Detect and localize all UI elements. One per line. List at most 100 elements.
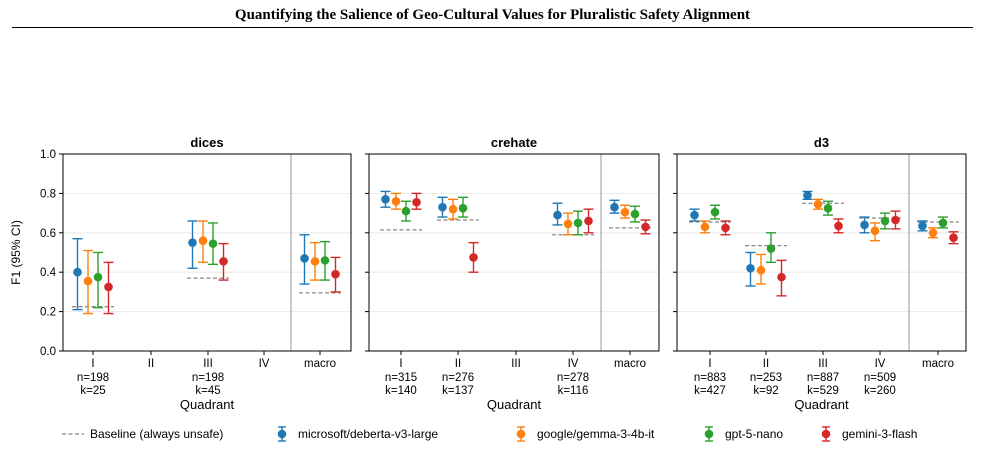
data-point [563,219,573,229]
k-label: k=116 [558,385,589,397]
y-tick-label: 0.0 [40,346,56,358]
figure-caption-strip [0,455,985,469]
data-point [938,218,948,228]
x-tick-label: II [763,358,769,370]
x-tick-label: III [818,358,828,370]
x-tick-label: macro [304,358,336,370]
panel-title: dices [190,135,223,150]
chart-panels: F1 (95% CI) dices 0.0 0.2 0.4 0.6 0.8 1.0 In=198… [9,135,967,412]
n-label: n=276 [442,372,474,384]
data-point [928,228,938,238]
data-point [918,221,927,231]
n-label: n=253 [750,372,782,384]
data-point [331,269,340,279]
data-point [300,254,309,263]
n-label: n=198 [77,372,109,384]
data-point [823,203,833,213]
panel-title: d3 [814,135,829,150]
data-point [93,272,103,282]
data-point [803,191,812,200]
x-tick-label: IV [875,358,886,370]
legend-series-label: google/gemma-3-4b-it [537,427,655,441]
n-label: n=509 [864,372,896,384]
data-point [746,263,755,273]
data-point [391,196,401,206]
data-point [412,197,421,207]
data-point [949,233,958,243]
y-tick-label: 0.8 [40,188,56,200]
n-label: n=887 [807,372,839,384]
legend-point-swatch [821,429,831,439]
paper-header: Quantifying the Salience of Geo-Cultural… [0,0,985,34]
data-point [198,236,208,245]
data-point [401,206,411,216]
legend-point-swatch [516,429,526,439]
data-point [721,223,730,233]
data-point [880,216,890,226]
data-point [320,256,330,265]
data-point [891,215,900,225]
x-tick-label: macro [922,358,954,370]
data-point [834,221,843,231]
y-tick-label: 0.6 [40,228,56,240]
data-point [777,272,786,282]
x-tick-label: II [148,358,154,370]
k-label: k=137 [442,385,474,397]
data-point [104,282,113,292]
data-point [690,210,699,220]
legend-point-swatch [704,429,714,439]
data-point [381,195,390,204]
data-point [219,257,228,266]
plot-frame [368,153,660,352]
x-tick-label: I [399,358,402,370]
k-label: k=92 [753,385,778,397]
legend-series-label: gemini-3-flash [842,427,917,441]
n-label: n=315 [385,372,417,384]
x-tick-label: II [455,358,461,370]
chart-legend: Baseline (always unsafe) microsoft/debert… [62,426,917,442]
x-axis-label: Quadrant [794,397,849,412]
legend-point-swatch [277,429,287,439]
data-point [700,222,710,232]
y-tick-label: 1.0 [40,149,56,161]
x-tick-label: I [708,358,711,370]
x-tick-label: III [511,358,521,370]
paper-running-title: Quantifying the Salience of Geo-Cultural… [234,7,751,23]
k-label: k=529 [807,385,839,397]
data-point [208,239,218,248]
data-point [448,204,458,214]
data-point [83,276,93,286]
n-label: n=198 [192,372,224,384]
x-tick-label: IV [568,358,579,370]
n-label: n=883 [694,372,726,384]
data-point [73,267,82,277]
k-label: k=140 [385,385,417,397]
data-point [438,202,447,212]
data-point [610,202,619,212]
data-point [188,238,197,247]
data-point [813,199,823,209]
data-point [870,226,880,236]
x-axis-label: Quadrant [180,397,235,412]
data-point [766,244,776,253]
plot-frame [62,153,352,352]
data-point [553,210,562,220]
k-label: k=45 [195,385,220,397]
k-label: k=427 [694,385,726,397]
legend-series-label: gpt-5-nano [725,427,783,441]
data-point [641,222,650,232]
header-rule [12,27,973,28]
y-tick-label: 0.2 [40,307,56,319]
data-point [620,207,630,217]
n-label: n=278 [557,372,589,384]
plot-frame [676,153,967,352]
x-axis-label: Quadrant [487,397,542,412]
x-tick-label: III [203,358,213,370]
x-tick-label: macro [614,358,646,370]
x-tick-label: I [91,358,94,370]
data-point [584,216,593,226]
